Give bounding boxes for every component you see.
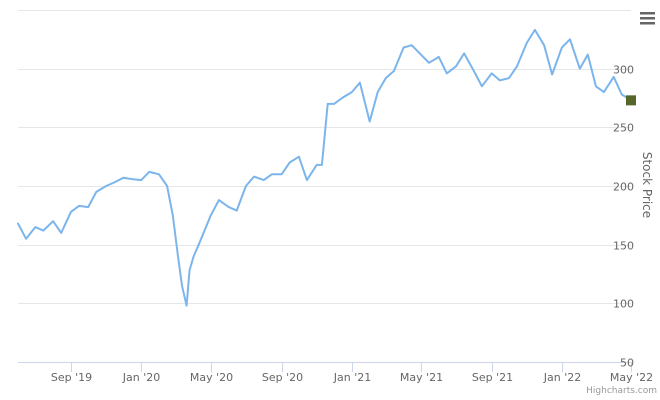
grid-lines — [18, 10, 631, 304]
x-tick-label: Sep '19 — [51, 371, 92, 384]
x-tick-label: Jan '22 — [543, 371, 581, 384]
y-tick-label: 200 — [613, 181, 634, 194]
x-tick-label: Sep '20 — [262, 371, 303, 384]
series-line — [17, 28, 632, 307]
x-tick-label: Sep '21 — [472, 371, 513, 384]
series-group — [17, 28, 636, 307]
y-tick-label: 250 — [613, 122, 634, 135]
x-tick-label: May '22 — [610, 371, 653, 384]
x-tick-label: Jan '21 — [333, 371, 371, 384]
y-tick-label: 150 — [613, 240, 634, 253]
hamburger-menu-icon[interactable] — [636, 10, 656, 30]
y-tick-label: 300 — [613, 64, 634, 77]
y-tick-label: 100 — [613, 298, 634, 311]
x-tick-label: May '21 — [400, 371, 443, 384]
y-axis-title: Stock Price — [640, 152, 654, 218]
x-tick-label: Jan '20 — [122, 371, 160, 384]
highcharts-credits-link[interactable]: Highcharts.com — [586, 386, 657, 396]
last-value-marker — [626, 95, 636, 106]
y-tick-label: 50 — [620, 357, 634, 370]
y-axis: 50 100 150 200 250 300 — [613, 64, 634, 370]
x-tick-label: May '20 — [190, 371, 233, 384]
x-axis: Sep '19 Jan '20 May '20 Sep '20 Jan '21 May '… — [18, 362, 653, 384]
